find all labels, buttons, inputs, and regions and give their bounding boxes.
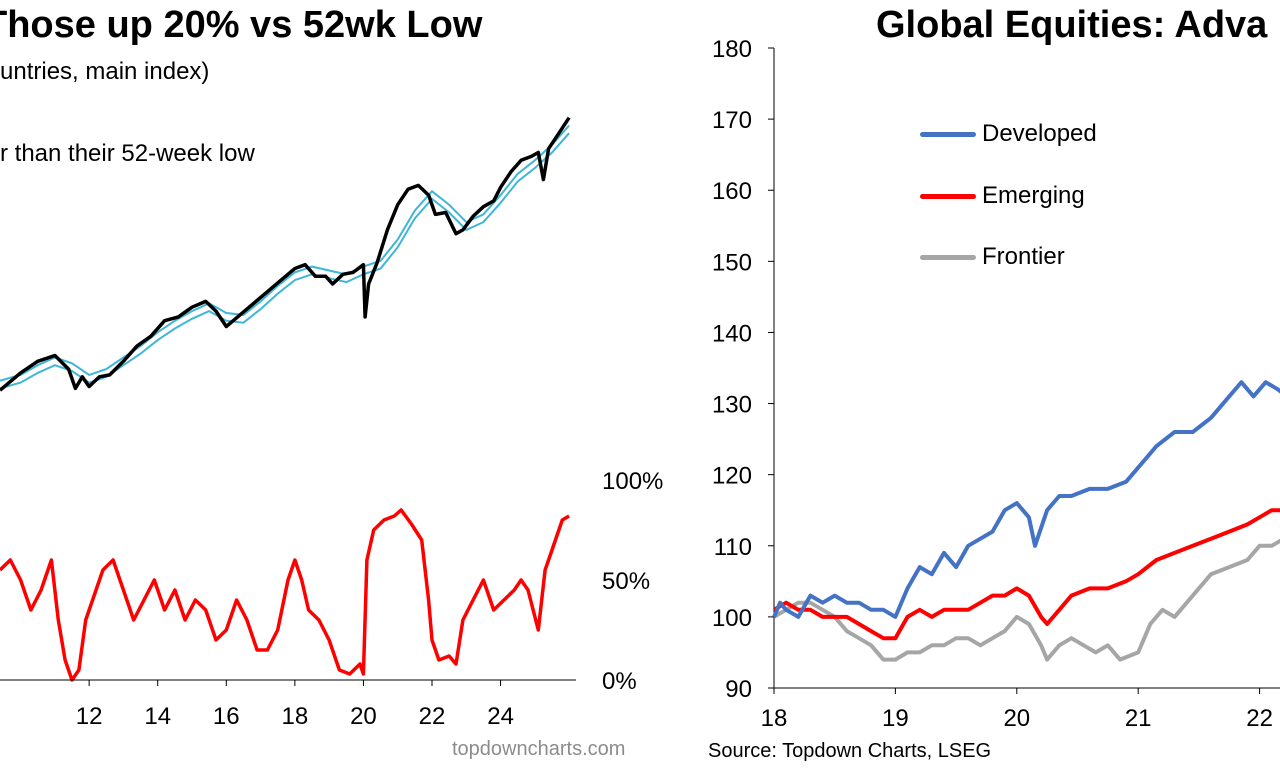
left-x-tick-label: 18 — [282, 703, 309, 730]
series-line-frontier — [772, 538, 1280, 662]
right-x-tick-label: 20 — [1003, 705, 1030, 732]
right-x-tick-label: 19 — [882, 705, 909, 732]
left-x-tick-label: 16 — [213, 703, 240, 730]
watermark: topdowncharts.com — [452, 738, 626, 760]
left-x-tick-label: 12 — [76, 703, 103, 730]
legend-swatch-developed — [920, 131, 976, 137]
legend-label-developed: Developed — [982, 120, 1097, 147]
series-line-developed — [772, 380, 1280, 619]
legend-swatch-frontier — [920, 254, 976, 260]
right-y-tick-label: 170 — [712, 107, 752, 134]
moving-average-upper-line — [0, 124, 570, 382]
source-note: Source: Topdown Charts, LSEG — [708, 740, 992, 762]
index-line — [0, 116, 571, 392]
left-chart-title: Those up 20% vs 52wk Low — [0, 4, 483, 46]
moving-average-lower-line — [0, 132, 570, 390]
legend-item-emerging: Emerging — [920, 182, 1085, 210]
right-x-tick-label: 21 — [1125, 705, 1152, 732]
right-chart-title: Global Equities: Adva — [876, 4, 1268, 46]
left-x-tick-label: 22 — [419, 703, 446, 730]
left-x-tick-label: 24 — [487, 703, 514, 730]
legend-item-frontier: Frontier — [920, 243, 1065, 271]
series-line-emerging — [772, 508, 1280, 641]
pct-axis-tick-label: 50% — [602, 568, 650, 595]
left-chart-annotation: r than their 52-week low — [0, 140, 255, 167]
right-y-tick-label: 100 — [712, 605, 752, 632]
right-y-tick-label: 110 — [714, 534, 752, 561]
legend-label-emerging: Emerging — [982, 182, 1085, 209]
right-x-tick-label: 22 — [1246, 705, 1273, 732]
right-y-tick-label: 130 — [712, 392, 752, 419]
right-x-tick-label: 18 — [761, 705, 788, 732]
right-y-tick-label: 90 — [725, 676, 752, 703]
left-x-tick-label: 14 — [144, 703, 171, 730]
left-chart-subtitle: untries, main index) — [0, 58, 210, 85]
right-y-tick-label: 160 — [712, 178, 752, 205]
left-x-tick-label: 20 — [350, 703, 377, 730]
pct-axis-tick-label: 0% — [602, 668, 637, 695]
right-y-tick-label: 120 — [712, 463, 752, 490]
percent-above-low-line — [0, 508, 570, 682]
right-y-tick-label: 140 — [712, 320, 752, 347]
right-y-tick-label: 150 — [712, 249, 752, 276]
legend-label-frontier: Frontier — [982, 243, 1065, 270]
right-y-tick-label: 180 — [712, 36, 752, 63]
pct-axis-tick-label: 100% — [602, 468, 663, 495]
legend-item-developed: Developed — [920, 120, 1097, 148]
legend-swatch-emerging — [920, 193, 976, 199]
